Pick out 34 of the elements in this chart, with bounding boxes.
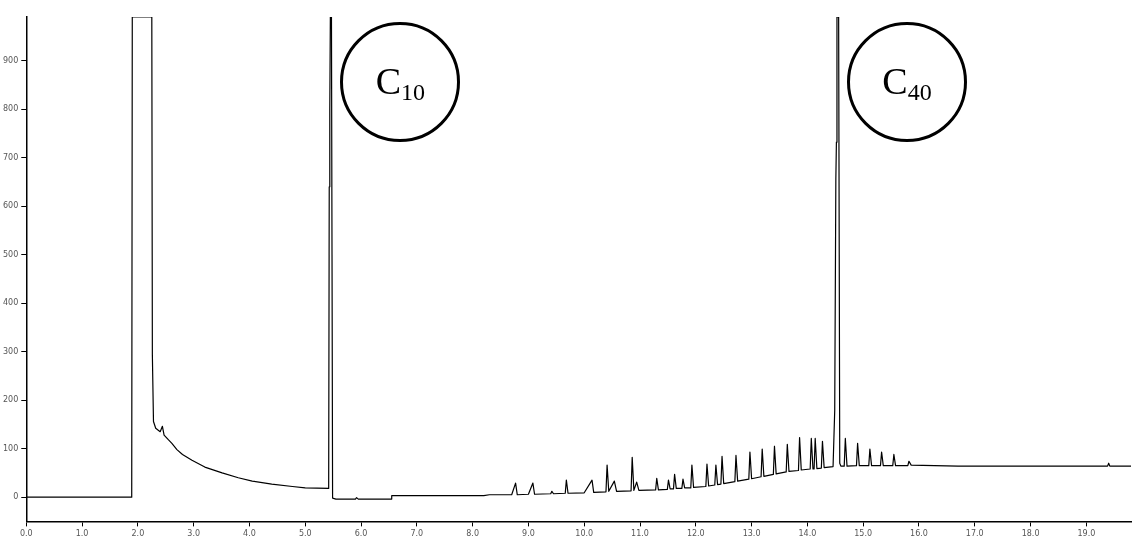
x-tick-label: 7.0	[410, 529, 424, 539]
y-tick-label: 300	[2, 346, 19, 356]
x-tick-label: 6.0	[354, 529, 368, 539]
x-tick-label: 11.0	[631, 529, 649, 539]
x-tick-label: 18.0	[1021, 529, 1040, 539]
y-tick-label: 200	[2, 395, 19, 405]
x-tick-label: 10.0	[575, 529, 594, 539]
x-tick-label: 14.0	[798, 529, 817, 539]
circle-outline: C$_{10}$	[340, 22, 461, 142]
x-tick-label: 4.0	[243, 529, 256, 539]
x-tick-label: 8.0	[466, 529, 479, 539]
y-tick-label: 900	[2, 55, 19, 65]
y-tick-label: 400	[2, 298, 19, 308]
circle-outline: C$_{40}$	[846, 22, 967, 142]
annotation: C$_{10}$	[375, 58, 426, 106]
x-tick-label: 12.0	[686, 529, 705, 539]
x-tick-label: 9.0	[522, 529, 535, 539]
x-tick-label: 0.0	[19, 529, 33, 539]
annotation: C$_{40}$	[882, 58, 932, 106]
x-tick-label: 1.0	[75, 529, 89, 539]
x-tick-label: 2.0	[131, 529, 145, 539]
x-tick-label: 17.0	[965, 529, 984, 539]
x-tick-label: 3.0	[187, 529, 201, 539]
x-tick-label: 16.0	[910, 529, 928, 539]
y-tick-label: 0	[13, 492, 19, 502]
y-tick-label: 700	[2, 152, 19, 162]
x-tick-label: 5.0	[298, 529, 312, 539]
x-tick-label: 19.0	[1077, 529, 1096, 539]
y-tick-label: 800	[2, 104, 19, 114]
y-tick-label: 600	[2, 201, 19, 211]
x-tick-label: 13.0	[742, 529, 761, 539]
y-tick-label: 500	[2, 249, 19, 259]
y-tick-label: 100	[2, 443, 19, 453]
x-tick-label: 15.0	[854, 529, 873, 539]
